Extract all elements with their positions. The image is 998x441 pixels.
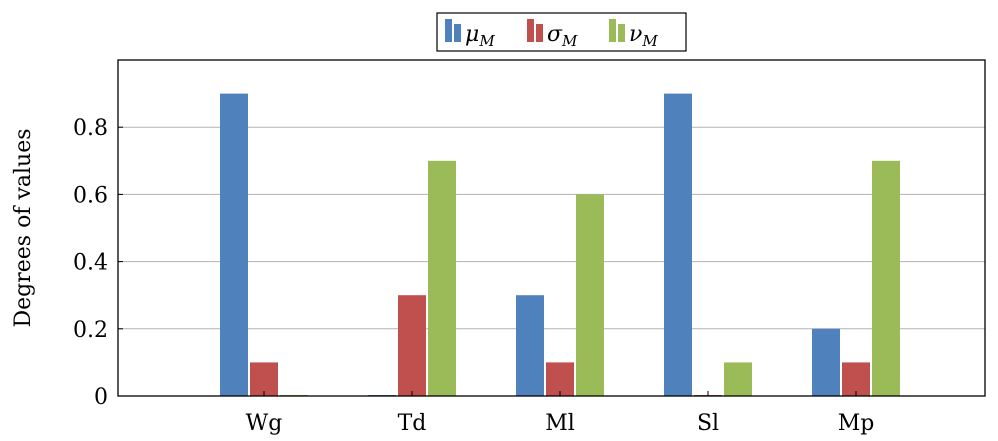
bar-wg-1 — [250, 362, 278, 396]
bar-sl-0 — [664, 93, 692, 396]
y-tick-label: 0.2 — [73, 318, 108, 343]
legend-box — [436, 12, 687, 52]
x-tick-label: Ml — [545, 411, 575, 436]
x-tick-label: Mp — [838, 411, 875, 436]
x-tick-label: Wg — [246, 411, 283, 436]
legend: μM σM νM — [436, 12, 687, 52]
bars — [220, 93, 900, 396]
y-axis: 0 0.2 0.4 0.6 0.8 — [73, 116, 123, 410]
legend-swatch — [618, 24, 625, 42]
x-tick-label: Sl — [697, 411, 719, 436]
y-tick-label: 0.8 — [73, 116, 108, 141]
bar-td-1 — [398, 295, 426, 396]
bar-ml-0 — [516, 295, 544, 396]
plot-frame — [117, 59, 986, 397]
x-axis: Wg Td Ml Sl Mp — [246, 391, 875, 436]
legend-swatch — [454, 24, 461, 42]
bar-mp-1 — [842, 362, 870, 396]
x-tick-label: Td — [398, 411, 427, 436]
bar-mp-0 — [812, 328, 840, 396]
bar-mp-2 — [872, 160, 900, 396]
bar-ml-1 — [546, 362, 574, 396]
bar-wg-0 — [220, 93, 248, 396]
legend-swatch — [445, 19, 452, 42]
bar-sl-2 — [724, 362, 752, 396]
grid-lines — [118, 126, 985, 330]
y-axis-label: Degrees of values — [11, 128, 36, 327]
bar-ml-2 — [576, 194, 604, 396]
legend-swatch — [536, 24, 543, 42]
y-tick-label: 0 — [94, 385, 108, 410]
y-tick-label: 0.6 — [73, 183, 108, 208]
legend-swatch — [609, 19, 616, 42]
bar-td-2 — [428, 160, 456, 396]
y-tick-label: 0.4 — [73, 251, 108, 276]
legend-swatch — [527, 19, 534, 42]
